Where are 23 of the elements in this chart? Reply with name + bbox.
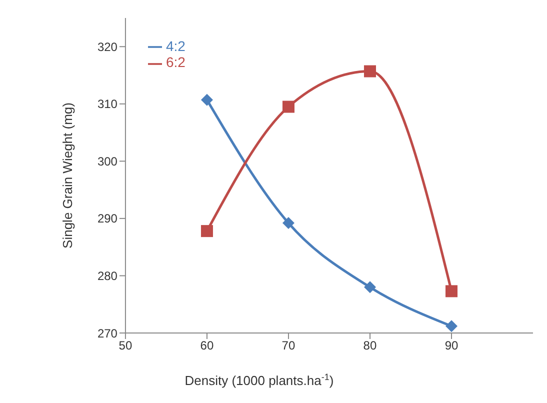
point: [445, 285, 458, 298]
x-tick-label: 90: [444, 338, 458, 353]
point: [282, 100, 294, 113]
point: [200, 94, 213, 106]
y-tick-label: 320: [97, 40, 118, 54]
x-tick-label: 50: [118, 338, 132, 353]
y-tick-label: 280: [97, 268, 118, 283]
x-axis-title: Density (1000 plants.ha$^{-1}$): [184, 372, 334, 388]
x-tick-label: 60: [200, 338, 214, 353]
x-tick-label: 70: [282, 338, 296, 353]
y-tick-label: 310: [97, 97, 118, 112]
point: [364, 65, 376, 78]
point: [364, 281, 376, 294]
x-tick-label: 80: [363, 338, 377, 353]
legend-label: 6:2: [166, 54, 186, 70]
y-tick-label: 270: [97, 326, 118, 340]
y-tick-label: 290: [97, 212, 118, 226]
point: [200, 225, 213, 238]
y-axis-title: Single Grain Wieght (mg): [60, 102, 76, 248]
point: [282, 217, 294, 230]
legend-label: 4:2: [166, 38, 186, 54]
y-tick-label: 300: [97, 154, 118, 168]
point: [445, 320, 458, 332]
